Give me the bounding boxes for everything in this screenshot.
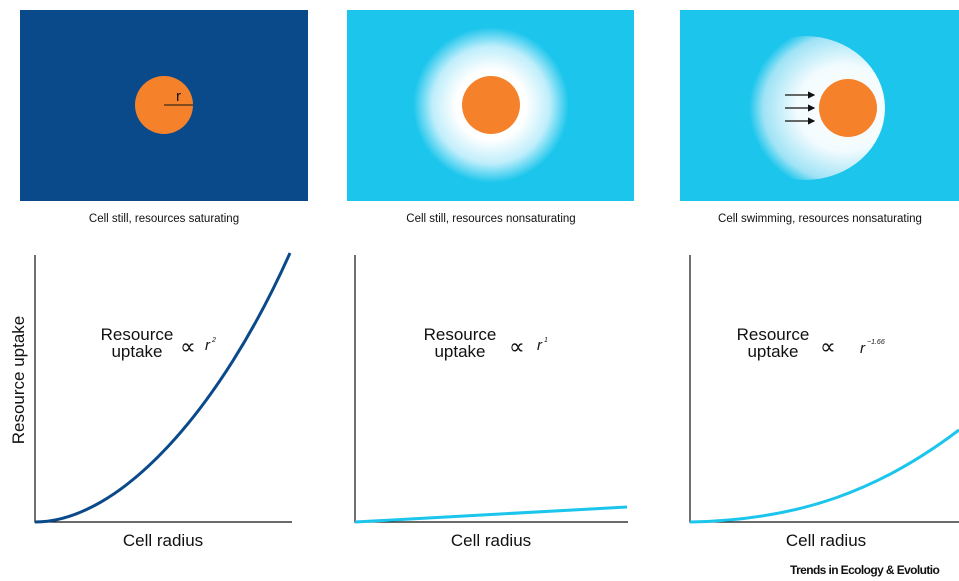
caption: Cell still, resources saturating (89, 213, 239, 225)
cell (819, 79, 877, 137)
x-axis-label: Cell radius (786, 531, 866, 550)
figure: r Cell still, resources saturating Cell … (0, 0, 959, 581)
curve (690, 430, 959, 522)
proportional-symbol: ∝ (509, 334, 525, 359)
curve (355, 507, 627, 522)
x-axis-label: Cell radius (123, 531, 203, 550)
caption: Cell swimming, resources nonsaturating (718, 213, 922, 225)
equation-exponent: ~1.66 (867, 339, 885, 346)
cell (462, 76, 520, 134)
equation-base: r (860, 340, 866, 357)
axes (690, 255, 959, 522)
x-axis-label: Cell radius (451, 531, 531, 550)
proportional-symbol: ∝ (180, 334, 196, 359)
caption: Cell still, resources nonsaturating (406, 213, 575, 225)
equation-base: r (537, 337, 543, 354)
radius-label: r (176, 88, 181, 105)
equation-exponent: 1 (544, 337, 548, 344)
equation-text: uptake (747, 342, 798, 361)
equation-exponent: 2 (211, 337, 216, 344)
axes (355, 255, 628, 522)
equation-base: r (205, 337, 211, 354)
equation-text: uptake (111, 342, 162, 361)
proportional-symbol: ∝ (820, 334, 836, 359)
axes (35, 255, 292, 522)
curve (35, 253, 290, 522)
y-axis-label: Resource uptake (9, 316, 28, 445)
footer: Trends in Ecology & Evolutio (790, 563, 939, 577)
equation-text: uptake (434, 342, 485, 361)
